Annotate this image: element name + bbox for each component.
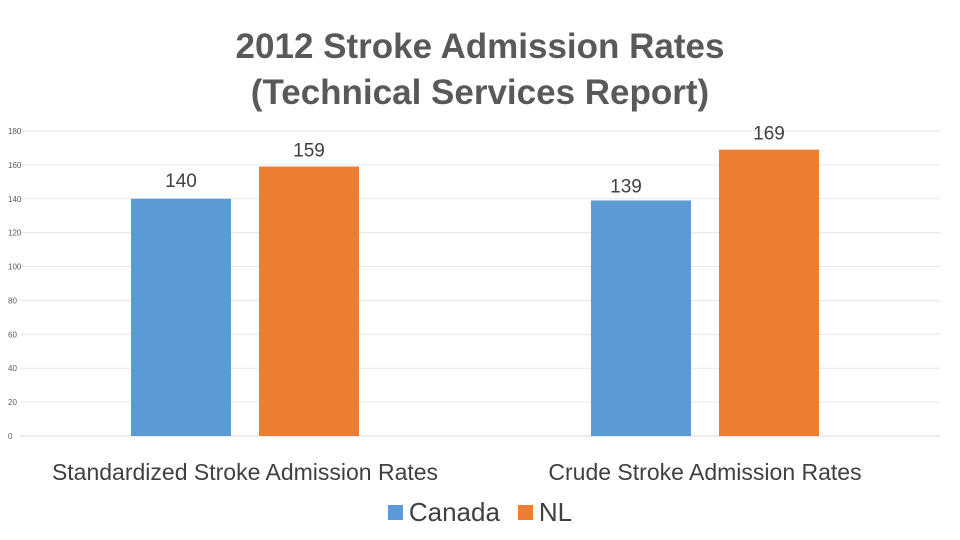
chart-title: 2012 Stroke Admission Rates (Technical S… (0, 24, 960, 116)
bar-canada-1 (131, 198, 231, 436)
y-tick-label-40: 40 (8, 364, 17, 373)
legend-item-nl[interactable]: NL (517, 497, 573, 528)
data-label-canada-2: 139 (610, 176, 642, 197)
data-label-canada-1: 140 (165, 171, 197, 192)
data-label-nl-2: 169 (753, 124, 785, 145)
bar-nl-1 (259, 166, 359, 437)
legend-label-nl: NL (538, 497, 573, 527)
x-category-label-2: Crude Stroke Admission Rates (548, 459, 861, 485)
y-tick-label-0: 0 (8, 432, 13, 441)
y-tick-label-60: 60 (8, 330, 17, 339)
legend: Canada NL (0, 497, 960, 528)
legend-swatch-canada (387, 505, 403, 520)
legend-swatch-nl (517, 505, 533, 520)
chart-title-line-2: (Technical Services Report) (250, 73, 710, 112)
y-tick-label-80: 80 (8, 296, 17, 305)
y-tick-label-180: 180 (8, 127, 22, 136)
y-tick-label-120: 120 (8, 229, 22, 238)
y-tick-label-100: 100 (8, 263, 22, 272)
chart-title-line-1: 2012 Stroke Admission Rates (235, 27, 725, 66)
legend-item-canada[interactable]: Canada (387, 497, 500, 528)
y-tick-label-160: 160 (8, 161, 22, 170)
y-tick-label-20: 20 (8, 398, 17, 407)
y-tick-label-140: 140 (8, 195, 22, 204)
bar-canada-2 (591, 200, 691, 436)
x-category-label-1: Standardized Stroke Admission Rates (52, 459, 438, 485)
bar-nl-2 (719, 149, 819, 436)
data-label-nl-1: 159 (293, 141, 325, 162)
legend-label-canada: Canada (408, 497, 500, 527)
